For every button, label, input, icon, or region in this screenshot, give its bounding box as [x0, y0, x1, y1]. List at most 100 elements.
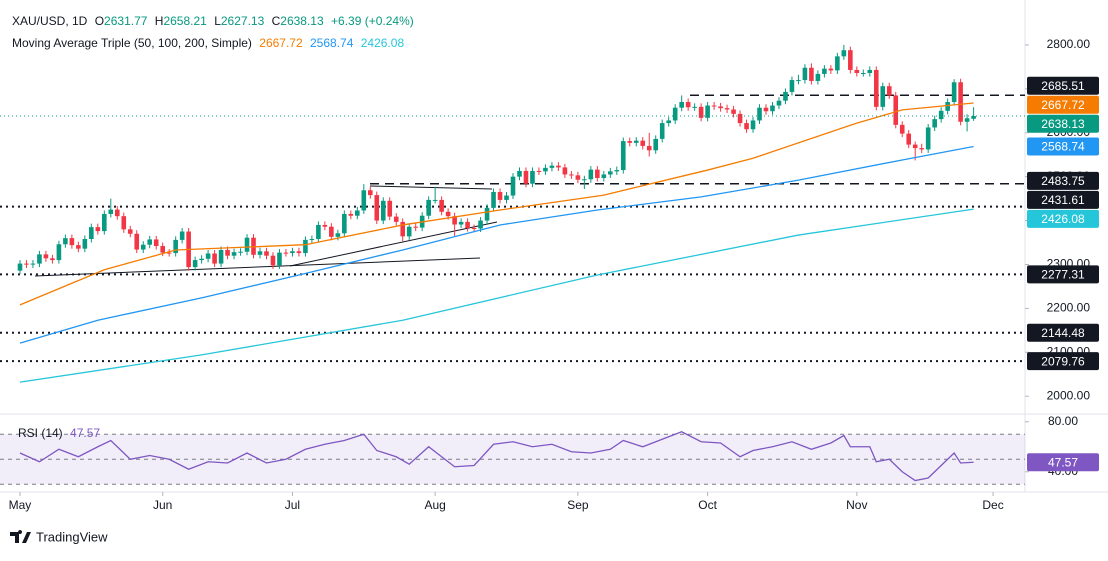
candle-body	[822, 68, 827, 74]
candle-body	[569, 174, 574, 176]
price-tag	[1027, 76, 1099, 95]
candle-body	[549, 165, 555, 168]
candle-body	[290, 251, 295, 254]
candle-body	[633, 140, 639, 143]
candle-body	[679, 102, 684, 108]
price-tag	[1027, 265, 1099, 284]
price-tag	[1027, 209, 1099, 228]
candle-body	[400, 221, 406, 237]
candle-body	[127, 229, 133, 234]
price-tag-label: 2667.72	[1041, 98, 1085, 112]
x-tick-label: May	[9, 498, 32, 512]
y-tick-label: 2000.00	[1047, 388, 1091, 402]
candle-body	[848, 50, 853, 70]
candle-body	[329, 226, 334, 237]
candle-body	[731, 109, 736, 114]
candle-body	[426, 199, 431, 216]
candle-body	[367, 190, 373, 196]
candle-body	[303, 239, 308, 254]
candle-body	[56, 244, 62, 261]
candle-body	[322, 224, 328, 227]
price-tag	[1027, 190, 1099, 209]
candle-body	[199, 258, 204, 261]
candle-body	[380, 200, 386, 221]
candle-body	[711, 105, 717, 107]
candle-body	[114, 209, 120, 217]
candle-body	[309, 239, 315, 241]
candle-body	[659, 123, 665, 139]
candle-body	[802, 67, 808, 81]
candle-body	[17, 263, 23, 271]
candle-body	[43, 254, 49, 259]
y-tick-label: 2800.00	[1047, 37, 1091, 51]
x-tick-label: Dec	[982, 498, 1003, 512]
candle-body	[69, 238, 75, 246]
ohlc-prefix: C	[271, 14, 281, 28]
candle-body	[452, 216, 457, 225]
price-tag	[1027, 137, 1099, 156]
candle-body	[147, 239, 153, 245]
ohlc-prefix: L	[214, 14, 221, 28]
price-tag	[1027, 114, 1099, 133]
candle-body	[374, 195, 380, 221]
x-tick-label: Sep	[567, 498, 589, 512]
candle-body	[835, 56, 840, 71]
candle-body	[30, 263, 36, 265]
candle-body	[582, 179, 587, 181]
y-tick-label: 80.00	[1048, 414, 1078, 428]
candle-body	[173, 239, 178, 254]
candle-body	[666, 120, 671, 124]
trendline	[289, 221, 498, 267]
rsi-tag-label: 47.57	[1048, 455, 1078, 469]
x-tick-label: Nov	[846, 498, 867, 512]
rsi-line	[19, 431, 974, 482]
candle-body	[556, 165, 561, 168]
candle-body	[316, 224, 321, 240]
candle-body	[880, 86, 886, 107]
candle-body	[37, 254, 42, 264]
candle-body	[724, 108, 730, 110]
candle-body	[491, 192, 496, 208]
candle-body	[439, 199, 444, 212]
candle-body	[692, 106, 697, 108]
symbol-header: XAU/USD, 1D O2631.77 H2658.21 L2627.13 C…	[12, 14, 418, 28]
x-tick-label: Aug	[424, 498, 445, 512]
candle-body	[718, 106, 723, 109]
candle-body	[789, 80, 795, 92]
candle-body	[770, 105, 775, 112]
candle-body	[335, 233, 341, 237]
candle-body	[543, 167, 548, 172]
price-tag-label: 2277.31	[1041, 268, 1085, 282]
candle-body	[737, 113, 743, 124]
candle-body	[608, 171, 613, 175]
candle-body	[588, 169, 594, 180]
x-tick-label: Jun	[153, 498, 172, 512]
ohlc-value: 2631.77	[104, 14, 148, 28]
candle-body	[76, 245, 81, 249]
candle-body	[925, 127, 931, 150]
candle-body	[873, 69, 879, 107]
candle-body	[653, 138, 659, 151]
candle-body	[179, 231, 185, 240]
ohlc-value: 2638.13	[280, 14, 324, 28]
rsi-tag	[1027, 453, 1099, 472]
candle-body	[348, 213, 354, 216]
candle-body	[497, 192, 503, 200]
candle-body	[893, 95, 899, 125]
candle-body	[523, 170, 529, 184]
candle-body	[270, 255, 276, 266]
candle-body	[361, 190, 367, 211]
trendline	[34, 257, 481, 277]
candle-body	[951, 82, 957, 103]
candle-body	[809, 67, 814, 81]
price-tag	[1027, 352, 1099, 371]
candle-body	[484, 207, 490, 221]
candle-body	[595, 169, 600, 178]
candle-body	[938, 110, 944, 120]
candle-body	[218, 249, 224, 264]
candle-body	[886, 86, 892, 96]
candle-body	[134, 233, 140, 250]
candle-body	[776, 100, 782, 106]
candle-body	[945, 102, 950, 111]
